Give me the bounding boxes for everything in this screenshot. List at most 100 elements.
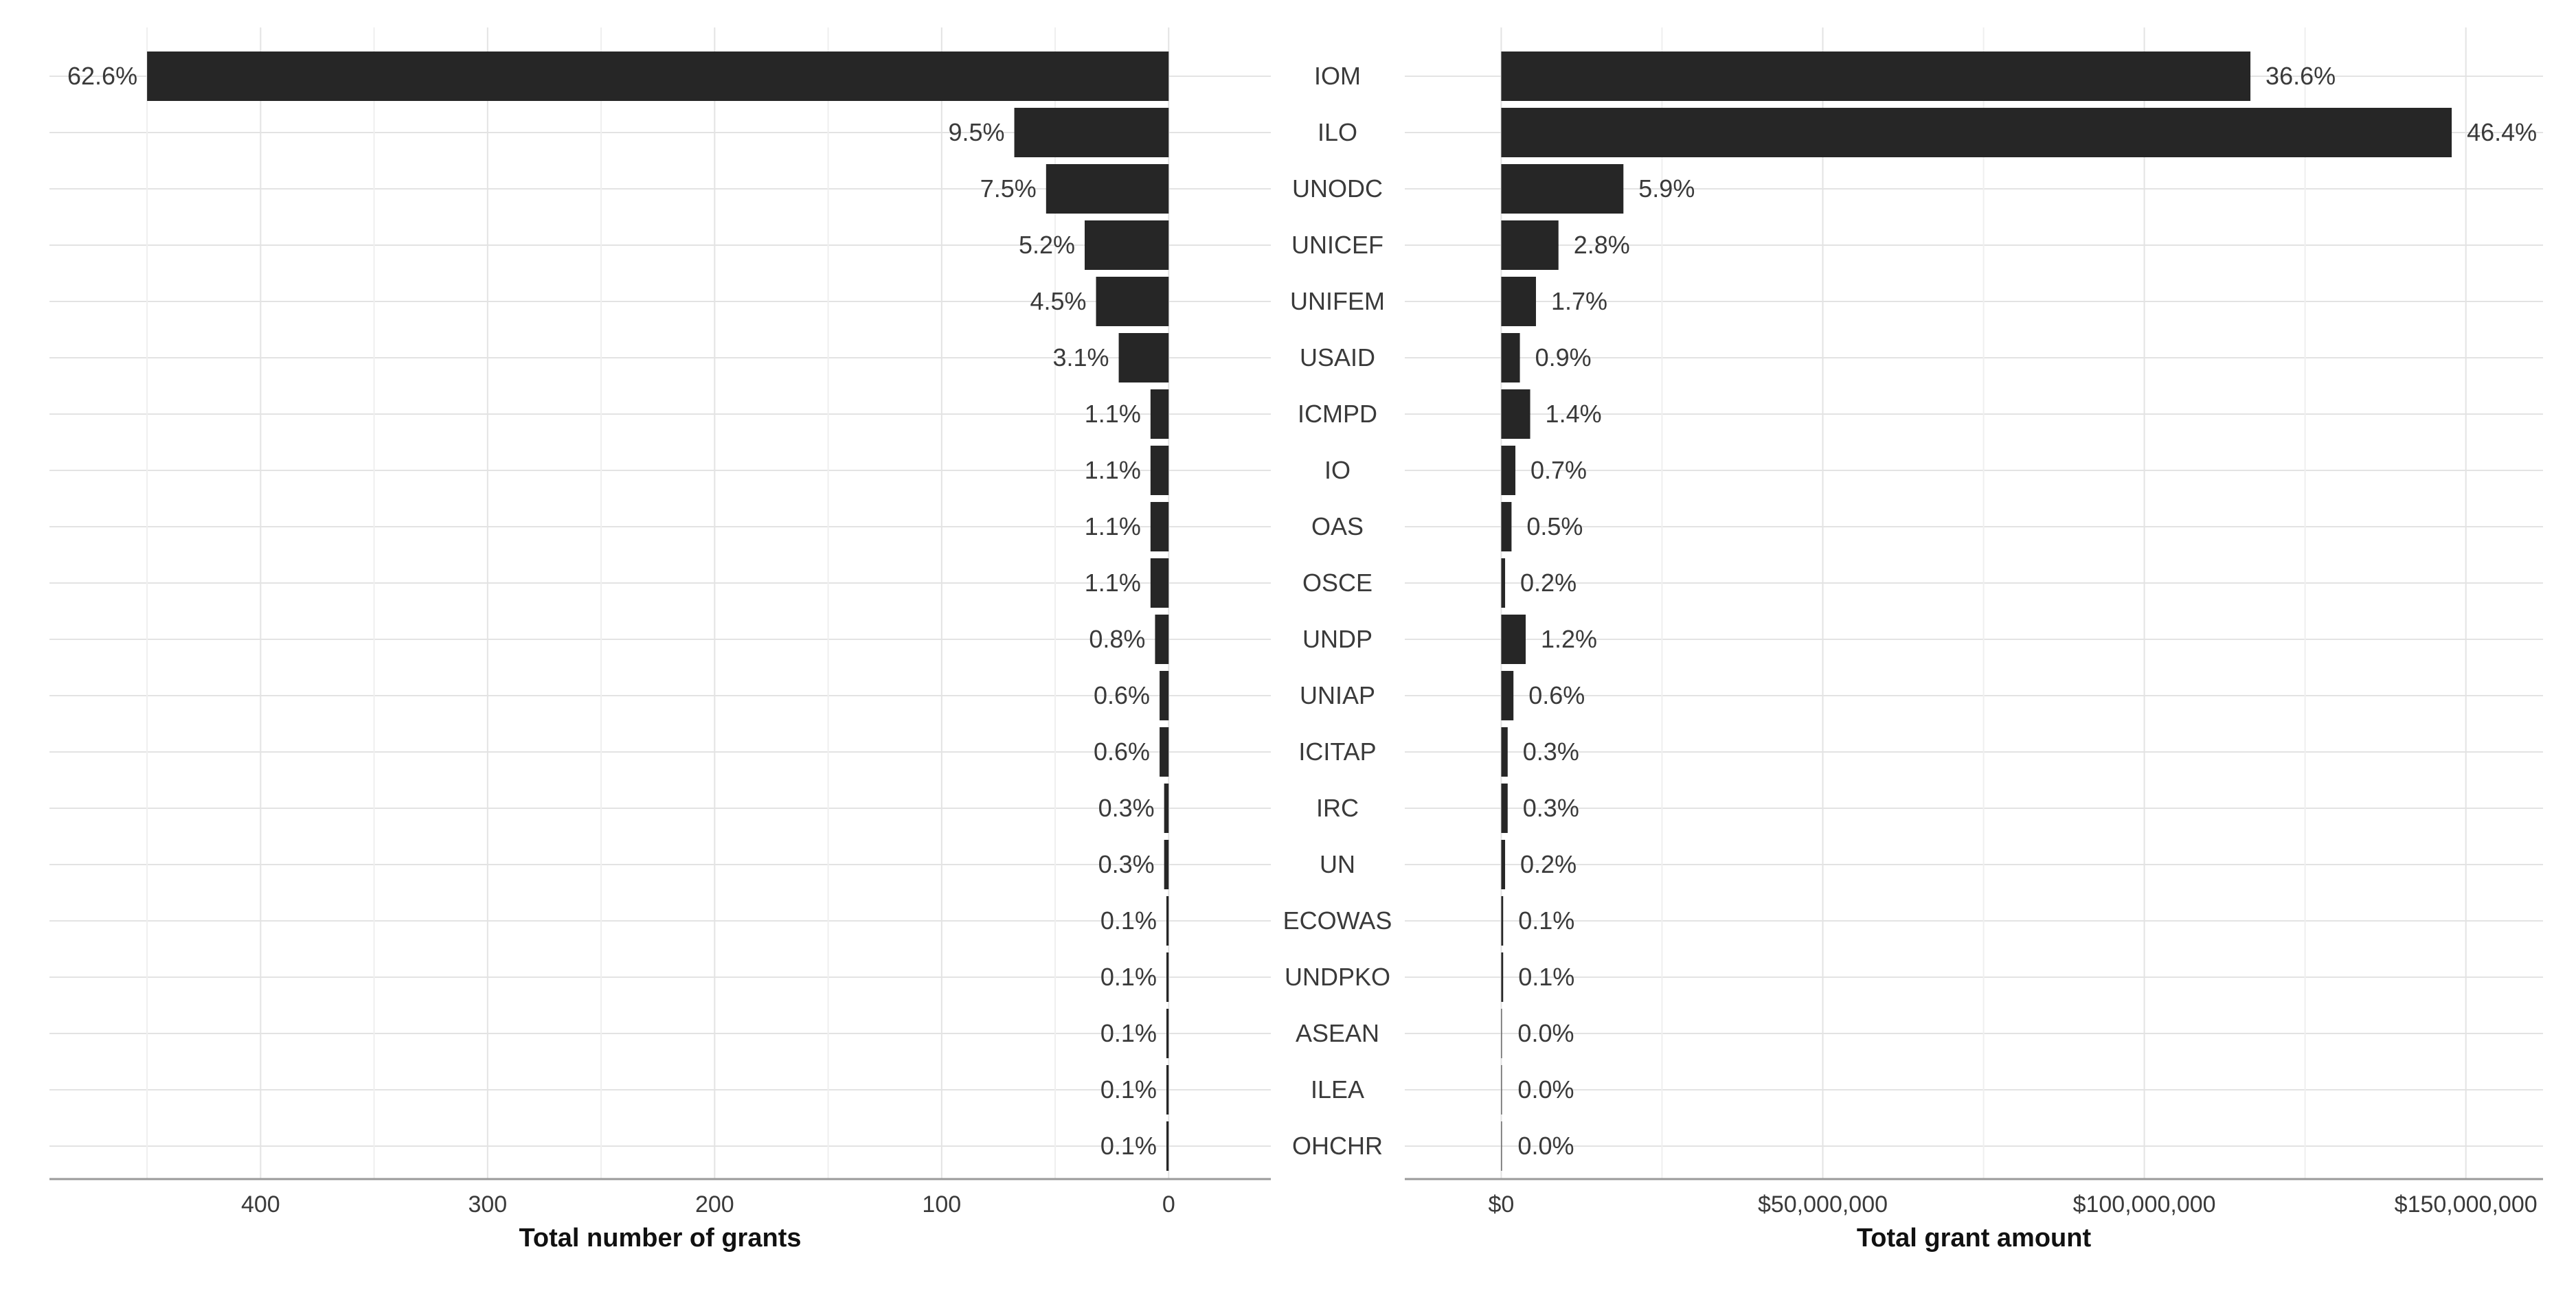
right-bar-icitap (1501, 727, 1508, 777)
left-panel-grants-count: 62.6% 9.5% 7.5% 5.2% 4.5% 3.1% 1.1% 1.1% 1.1% 1.1… (49, 27, 1271, 1253)
right-bar-label: 5.9% (1638, 174, 1695, 203)
left-bar-usaid (1118, 333, 1169, 382)
right-bar-label: 36.6% (2266, 62, 2336, 90)
right-bar-uniap (1501, 671, 1514, 720)
left-bar-label: 9.5% (948, 118, 1004, 146)
left-x-tick-label: 200 (695, 1191, 734, 1218)
right-bar-label: 0.5% (1526, 512, 1583, 540)
right-bar-label: 0.0% (1517, 1075, 1574, 1104)
right-x-tick-label: $100,000,000 (2073, 1191, 2216, 1218)
right-bar-label: 0.1% (1518, 963, 1574, 991)
right-bar-label: 0.0% (1517, 1019, 1574, 1047)
left-bar-label: 0.1% (1100, 1019, 1157, 1047)
right-panel-grant-amount: 36.6% 46.4% 5.9% 2.8% 1.7% 0.9% 1.4% 0.7% 0.5% 0.… (1405, 27, 2543, 1253)
right-bar-label: 1.2% (1541, 625, 1597, 653)
left-bar-io (1150, 446, 1169, 495)
left-x-tick-label: 400 (241, 1191, 280, 1218)
right-bar-oas (1501, 502, 1512, 551)
category-label-usaid: USAID (1300, 343, 1375, 372)
right-bar-unodc (1501, 164, 1624, 214)
category-label-irc: IRC (1316, 794, 1359, 822)
left-bar-unicef (1085, 220, 1169, 270)
right-bar-io (1501, 446, 1516, 495)
left-bar-label: 1.1% (1085, 512, 1141, 540)
right-bar-irc (1501, 784, 1508, 833)
left-bar-label: 62.6% (67, 62, 137, 90)
right-bar-undp (1501, 615, 1526, 664)
category-label-icitap: ICITAP (1298, 738, 1376, 766)
left-bar-label: 0.1% (1100, 1132, 1157, 1160)
right-bar-label: 0.7% (1530, 456, 1587, 484)
left-bar-label: 0.3% (1098, 850, 1155, 878)
left-bar-un (1164, 840, 1169, 889)
right-bar-label: 0.2% (1520, 569, 1577, 597)
right-bar-label: 0.0% (1517, 1132, 1574, 1160)
category-label-un: UN (1320, 850, 1355, 878)
category-label-uniap: UNIAP (1300, 681, 1375, 709)
right-bar-un (1501, 840, 1506, 889)
left-bar-asean (1166, 1009, 1169, 1058)
left-bar-label: 3.1% (1053, 343, 1109, 372)
right-bar-ecowas (1501, 896, 1504, 946)
category-label-icmpd: ICMPD (1298, 400, 1377, 428)
category-labels: IOM ILO UNODC UNICEF UNIFEM USAID ICMPD IO OAS OS… (1283, 62, 1392, 1160)
left-bar-label: 0.3% (1098, 794, 1155, 822)
category-label-undp: UNDP (1302, 625, 1372, 653)
right-bar-ohchr (1501, 1121, 1502, 1171)
right-bar-label: 0.3% (1523, 738, 1579, 766)
category-label-oas: OAS (1311, 512, 1364, 540)
left-bar-irc (1164, 784, 1169, 833)
right-bar-label: 46.4% (2467, 118, 2537, 146)
left-bar-oas (1150, 502, 1169, 551)
right-bar-ilo (1501, 108, 2452, 157)
left-bar-ilo (1014, 108, 1169, 157)
left-x-axis-title: Total number of grants (519, 1224, 802, 1253)
left-bar-label: 0.6% (1094, 681, 1150, 709)
category-label-ilea: ILEA (1311, 1075, 1364, 1104)
category-label-io: IO (1324, 456, 1351, 484)
left-bar-label: 0.1% (1100, 963, 1157, 991)
left-bar-unodc (1046, 164, 1169, 214)
category-label-unicef: UNICEF (1291, 231, 1383, 259)
category-label-unodc: UNODC (1292, 174, 1383, 203)
left-x-tick-label: 0 (1162, 1191, 1175, 1218)
left-bar-uniap (1160, 671, 1169, 720)
right-bar-label: 1.4% (1546, 400, 1602, 428)
left-bar-undp (1155, 615, 1169, 664)
right-x-tick-label: $0 (1489, 1191, 1515, 1218)
left-bar-label: 0.1% (1100, 1075, 1157, 1104)
right-bar-ilea (1501, 1065, 1502, 1115)
right-bar-label: 0.9% (1535, 343, 1592, 372)
right-bar-asean (1501, 1009, 1502, 1058)
right-x-tick-label: $150,000,000 (2395, 1191, 2538, 1218)
right-x-axis-title: Total grant amount (1857, 1224, 2092, 1253)
right-bar-label: 0.3% (1523, 794, 1579, 822)
left-bar-ecowas (1166, 896, 1169, 946)
left-bar-label: 0.1% (1100, 906, 1157, 935)
category-label-ecowas: ECOWAS (1283, 906, 1392, 935)
category-label-unifem: UNIFEM (1290, 287, 1385, 315)
right-bar-osce (1501, 558, 1506, 608)
left-bar-ohchr (1166, 1121, 1169, 1171)
left-bar-label: 7.5% (980, 174, 1037, 203)
right-x-tick-label: $50,000,000 (1758, 1191, 1888, 1218)
left-bar-label: 1.1% (1085, 400, 1141, 428)
left-bar-icitap (1160, 727, 1169, 777)
left-bar-label: 4.5% (1030, 287, 1086, 315)
category-label-undpko: UNDPKO (1285, 963, 1390, 991)
left-bar-label: 5.2% (1019, 231, 1075, 259)
right-bar-unifem (1501, 277, 1536, 326)
left-bar-undpko (1166, 952, 1169, 1002)
left-bar-osce (1150, 558, 1169, 608)
category-label-iom: IOM (1314, 62, 1361, 90)
left-x-tick-label: 100 (922, 1191, 961, 1218)
right-bar-label: 2.8% (1574, 231, 1630, 259)
right-bar-usaid (1501, 333, 1520, 382)
category-label-asean: ASEAN (1296, 1019, 1379, 1047)
right-bar-label: 1.7% (1551, 287, 1607, 315)
left-x-tick-label: 300 (468, 1191, 507, 1218)
category-label-osce: OSCE (1302, 569, 1372, 597)
left-bar-ilea (1166, 1065, 1169, 1115)
